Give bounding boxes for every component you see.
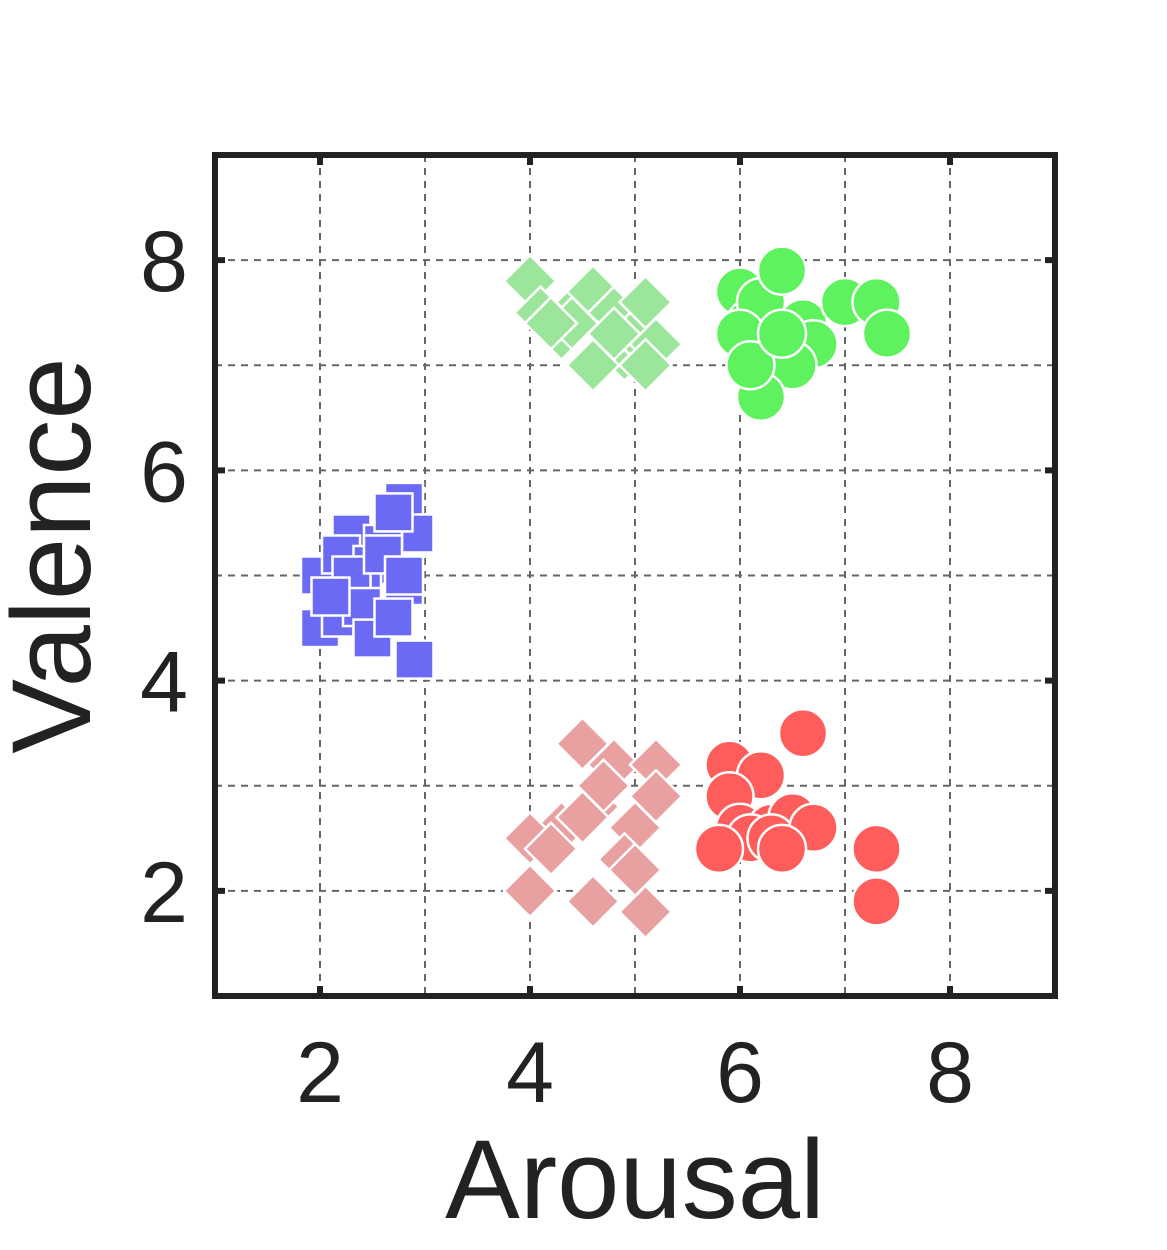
square-point [310,576,351,617]
x-tick-label: 8 [926,1025,974,1121]
square-point [373,492,414,533]
tick-marks [215,155,1055,996]
series-4 [693,707,902,927]
y-axis-label: Valence [0,357,114,753]
x-tick-label: 4 [506,1025,554,1121]
x-axis-label: Arousal [445,1117,825,1242]
y-tick-label: 4 [140,635,188,731]
data-points [299,245,913,940]
y-tick-label: 8 [140,214,188,310]
series-0 [299,481,435,680]
circle-point [851,823,902,875]
y-tick-label: 6 [140,424,188,520]
diamond-point [617,337,674,394]
square-point [383,555,425,596]
series-1 [502,253,684,394]
circle-point [693,823,745,875]
series-2 [714,245,913,423]
y-tick-label: 2 [140,845,188,941]
circle-point [861,308,913,359]
diamond-point [565,873,621,930]
circle-point [851,876,902,927]
diamond-point [523,295,579,351]
diamond-point [575,757,632,814]
diamond-point [607,842,663,898]
diamond-point [617,884,674,940]
circle-point [725,340,776,391]
circle-point [756,245,808,296]
circle-point [756,823,808,875]
x-tick-label: 6 [716,1025,764,1121]
square-point [394,639,435,680]
diamond-point [502,863,558,919]
circle-point [777,707,829,759]
diamond-point [565,337,621,394]
circle-point [756,308,808,359]
diamond-point [523,821,579,877]
plot-frame [212,152,1058,999]
x-tick-labels: 2 4 6 8 [296,1025,974,1121]
series-3 [502,715,684,940]
square-point [373,597,414,638]
diamond-point [628,768,684,825]
x-tick-label: 2 [296,1025,344,1121]
y-tick-labels: 2 4 6 8 [140,214,188,941]
